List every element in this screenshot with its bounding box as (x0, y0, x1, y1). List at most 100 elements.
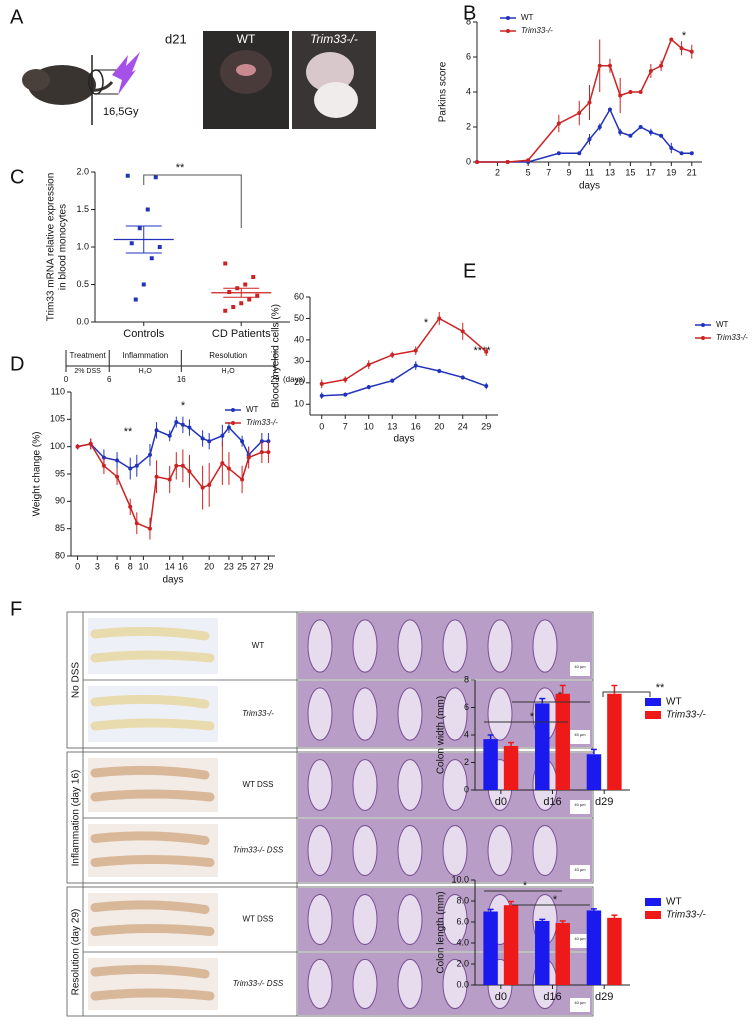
legend-label: Trim33-/- (716, 333, 748, 342)
crypt (442, 894, 468, 945)
colon (90, 900, 210, 914)
point (154, 474, 159, 479)
point (180, 463, 185, 468)
y-tick-label: 100 (50, 441, 65, 451)
point (259, 450, 264, 455)
bar (607, 917, 622, 985)
scale-label: 40 µm (574, 936, 586, 941)
photo-label: Trim33-/- (310, 32, 358, 46)
bar (503, 905, 519, 985)
point (239, 301, 244, 306)
annotation: * (181, 400, 186, 412)
point (484, 384, 489, 389)
point (648, 69, 653, 73)
point (115, 458, 120, 463)
y-axis-label: in blood monocytes (58, 204, 69, 290)
y-tick-label: 6.0 (456, 916, 469, 926)
x-tick-label: CD Patients (212, 328, 271, 340)
point (125, 173, 130, 178)
point (187, 425, 192, 430)
y-tick-label: 0.0 (76, 316, 89, 326)
row-label: WT DSS (243, 915, 274, 924)
y-tick-label: 8 (466, 16, 471, 26)
chart: 0 2 4 6 8 Parkins score days * 2 5 7 9 11 13 15 17 19 21 W… (438, 13, 702, 192)
x-tick-label: 3 (95, 561, 100, 571)
y-tick-label: 6 (466, 51, 471, 61)
y-tick-label: 6 (464, 702, 469, 712)
annotation: * (682, 30, 687, 42)
crypt (352, 687, 378, 741)
bar (483, 911, 498, 985)
y-tick-label: 85 (55, 523, 65, 533)
legend-marker (231, 408, 235, 412)
point (207, 439, 212, 444)
x-tick-label: 0 (319, 421, 324, 431)
point (587, 137, 592, 142)
annotation: * (553, 894, 558, 906)
significance-bracket (602, 691, 651, 697)
point (475, 160, 479, 164)
timeline-tick-label: 29 (271, 375, 280, 384)
point (101, 463, 106, 468)
point (154, 428, 159, 433)
x-tick-label: 8 (128, 561, 133, 571)
crypt (442, 687, 468, 741)
x-tick-label: 6 (115, 561, 120, 571)
panel-label: F (10, 598, 22, 620)
point (638, 90, 643, 94)
legend-swatch (645, 911, 661, 919)
annotation: * (523, 880, 528, 892)
y-axis-label: Colon length (mm) (436, 891, 447, 973)
point (174, 463, 179, 468)
legend-label: WT (666, 897, 682, 908)
crypt (307, 687, 333, 741)
colon (90, 626, 210, 641)
scale-label: 40 µm (574, 732, 586, 737)
point (115, 474, 120, 479)
y-axis-label: Weight change (%) (32, 432, 43, 517)
y-axis-label: Trim33 mRNA relative expression (46, 173, 57, 322)
legend-label: WT (716, 320, 729, 329)
timeline-tick-label: 0 (64, 375, 69, 384)
bar (535, 703, 550, 790)
panel-a-art (22, 31, 376, 129)
point (167, 477, 172, 482)
crypt (487, 619, 513, 673)
colon-photo (88, 618, 218, 674)
point (128, 466, 133, 471)
x-tick-label: 21 (687, 167, 697, 177)
y-tick-label: 95 (55, 468, 65, 478)
point (240, 439, 245, 444)
legend-marker (701, 336, 705, 340)
bar (503, 746, 519, 790)
point (689, 49, 694, 54)
point (669, 37, 674, 42)
point (343, 392, 348, 397)
phase-label: Treatment (70, 351, 107, 360)
y-tick-label: 40 (294, 334, 304, 344)
point (88, 441, 93, 446)
scale-box (570, 998, 590, 1012)
series-line (321, 364, 487, 397)
legend-label: Trim33-/- (521, 26, 553, 35)
colon (90, 964, 210, 979)
annotation: ** (124, 426, 133, 438)
x-tick-label: 20 (434, 421, 444, 431)
legend-label: Trim33-/- (666, 710, 706, 721)
point (577, 151, 582, 156)
legend-label: WT (521, 13, 534, 22)
point (147, 526, 152, 531)
point (145, 207, 150, 212)
crypt (352, 759, 378, 811)
row-label: WT (252, 641, 265, 650)
x-tick-label: 7 (343, 421, 348, 431)
colon (90, 789, 215, 802)
y-tick-label: 2 (466, 121, 471, 131)
point (174, 420, 179, 425)
y-tick-label: 105 (50, 414, 65, 424)
series-line (77, 421, 269, 470)
point (659, 63, 664, 68)
day-label: d21 (165, 31, 187, 46)
x-tick-label: 17 (646, 167, 656, 177)
